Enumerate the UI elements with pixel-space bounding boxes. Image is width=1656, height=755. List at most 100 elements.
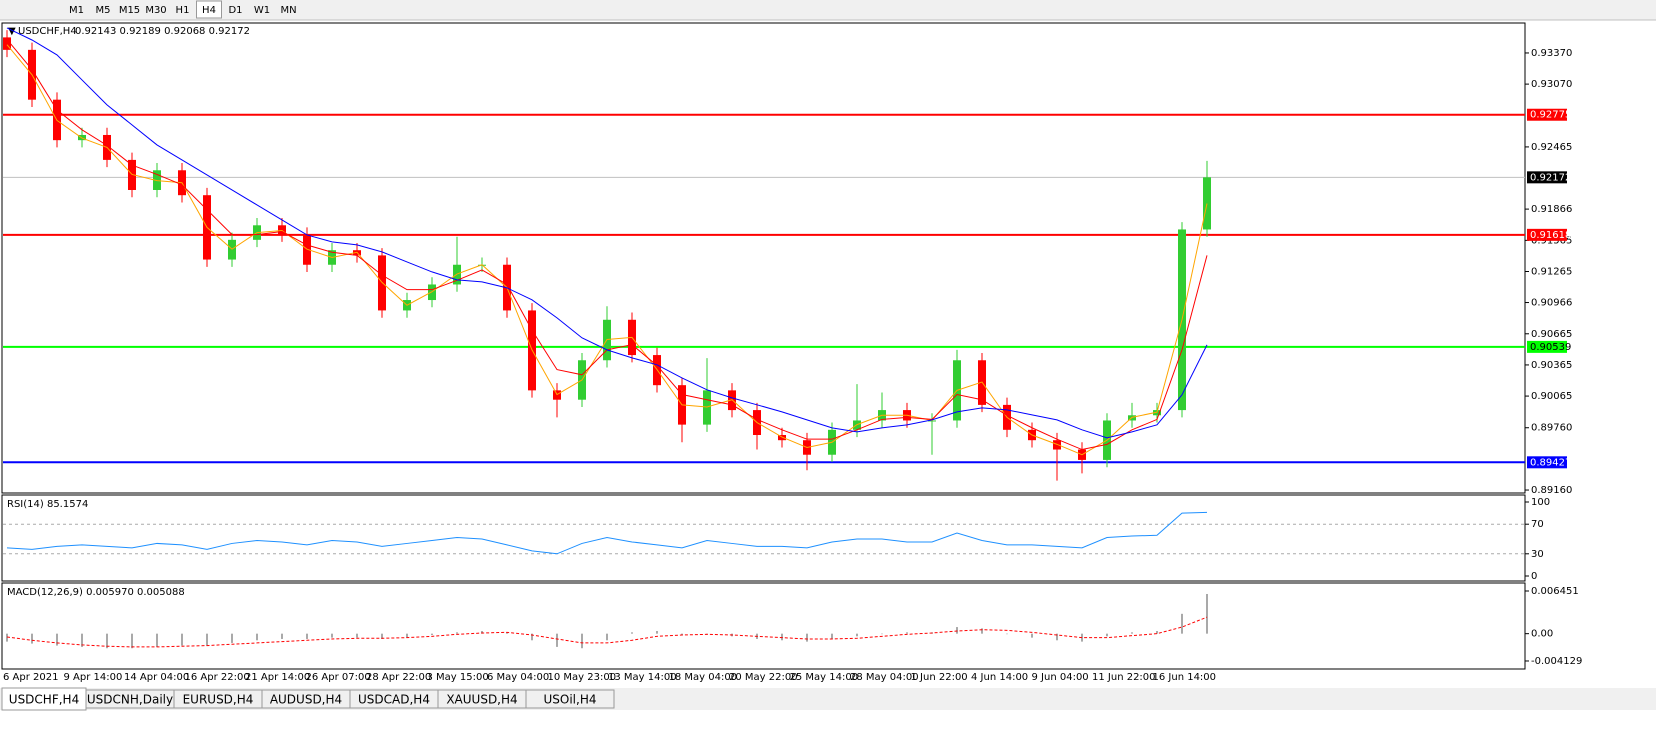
macd-bar — [6, 633, 8, 642]
macd-bar — [1106, 633, 1108, 637]
current-price-label: 0.92172 — [1530, 172, 1571, 183]
macd-bar — [631, 632, 633, 634]
candle-body — [1153, 410, 1161, 416]
macd-bar — [1206, 593, 1208, 634]
macd-bar — [406, 633, 408, 638]
macd-bar — [381, 633, 383, 639]
macd-bar — [831, 633, 833, 639]
macd-bar — [1031, 633, 1033, 638]
tab-label: USDCNH,Daily — [87, 693, 173, 707]
macd-bar — [981, 628, 983, 634]
x-tick-label: 18 May 04:00 — [669, 672, 738, 683]
timeframe-button[interactable] — [223, 1, 248, 18]
y-tick-label: 0 — [1531, 571, 1537, 582]
macd-bar — [106, 633, 108, 649]
y-tick-label: 0.006451 — [1531, 586, 1579, 597]
timeframe-button[interactable] — [64, 1, 89, 18]
macd-bar — [881, 633, 883, 635]
timeframe-label: M5 — [96, 5, 111, 16]
x-tick-label: 13 May 14:00 — [608, 672, 677, 683]
timeframe-label: M30 — [145, 5, 166, 16]
macd-bar — [1156, 631, 1158, 634]
y-tick-label: 100 — [1531, 497, 1550, 508]
timeframe-button[interactable] — [90, 1, 116, 18]
y-tick-label: 70 — [1531, 519, 1544, 530]
tab-label: XAUUSD,H4 — [446, 693, 517, 707]
moving-average — [6, 44, 1208, 456]
macd-panel — [1, 582, 1526, 670]
macd-bar — [956, 627, 958, 634]
x-tick-label: 20 May 22:00 — [729, 672, 798, 683]
x-tick-label: 25 May 14:00 — [790, 672, 859, 683]
timeframe-label: W1 — [254, 5, 270, 16]
macd-bar — [506, 632, 508, 634]
tab[interactable] — [525, 689, 615, 709]
timeframe-button[interactable] — [196, 0, 222, 19]
macd-bar — [781, 633, 783, 641]
x-tick-label: 16 Jun 14:00 — [1153, 672, 1217, 683]
rsi-panel — [1, 494, 1526, 582]
tab-label: EURUSD,H4 — [183, 693, 254, 707]
macd-bar — [206, 633, 208, 646]
y-tick-label: 0.90365 — [1531, 360, 1572, 371]
x-tick-label: 16 Apr 22:00 — [185, 672, 250, 683]
macd-bar — [181, 633, 183, 646]
timeframe-button[interactable] — [170, 1, 195, 18]
x-tick-label: 14 Apr 04:00 — [124, 672, 189, 683]
macd-bar — [231, 633, 233, 643]
macd-bar — [856, 633, 858, 637]
timeframe-button[interactable] — [276, 1, 301, 18]
macd-bar — [1181, 613, 1183, 634]
tab-label: USDCHF,H4 — [9, 693, 79, 707]
y-tick-label: 0.93370 — [1531, 48, 1572, 59]
level-box — [1527, 340, 1567, 353]
y-tick-label: 0.91866 — [1531, 204, 1572, 215]
timeframe-button[interactable] — [143, 1, 169, 18]
macd-bar — [481, 631, 483, 634]
macd-label: MACD(12,26,9) 0.005970 0.005088 — [7, 587, 185, 598]
timeframe-label: H1 — [176, 5, 190, 16]
timeframe-label: M15 — [119, 5, 140, 16]
macd-bar — [431, 633, 433, 635]
macd-bar — [581, 633, 583, 649]
y-tick-label: 0.90665 — [1531, 329, 1572, 340]
macd-bar — [131, 633, 133, 649]
macd-bar — [681, 633, 683, 635]
symbol-label: USDCHF,H4 — [18, 26, 77, 37]
rsi-label: RSI(14) 85.1574 — [7, 499, 88, 510]
macd-bar — [31, 633, 33, 644]
x-tick-label: 11 Jun 22:00 — [1092, 672, 1156, 683]
timeframe-button[interactable] — [249, 1, 275, 18]
level-label: 0.92775 — [1530, 110, 1571, 121]
rsi-line — [6, 511, 1208, 555]
x-tick-label: 28 Apr 22:00 — [366, 672, 431, 683]
level-box — [1527, 456, 1567, 469]
x-tick-label: 6 Apr 2021 — [3, 672, 58, 683]
macd-bar — [156, 633, 158, 647]
macd-bar — [331, 633, 333, 638]
candle-body — [153, 170, 161, 191]
macd-bar — [906, 632, 908, 634]
macd-bar — [256, 633, 258, 641]
level-label: 0.89427 — [1530, 457, 1571, 468]
macd-bar — [1056, 633, 1058, 641]
macd-signal — [6, 616, 1208, 648]
macd-bar — [531, 633, 533, 641]
level-label: 0.91618 — [1530, 230, 1571, 241]
tab-label: USOil,H4 — [544, 693, 597, 707]
y-tick-label: 30 — [1531, 549, 1544, 560]
macd-bar — [456, 632, 458, 634]
tab-label: USDCAD,H4 — [358, 693, 430, 707]
x-tick-label: 6 May 04:00 — [487, 672, 549, 683]
timeframe-button[interactable] — [117, 1, 142, 18]
x-tick-label: 21 Apr 14:00 — [245, 672, 310, 683]
x-tick-label: 10 May 23:00 — [548, 672, 617, 683]
y-tick-label: 0.00 — [1531, 629, 1553, 640]
macd-bar — [306, 633, 308, 639]
macd-bar — [1131, 632, 1133, 634]
candle-body — [128, 159, 136, 191]
main-panel — [1, 22, 1526, 494]
moving-average — [6, 27, 1208, 439]
y-tick-label: 0.89760 — [1531, 423, 1572, 434]
